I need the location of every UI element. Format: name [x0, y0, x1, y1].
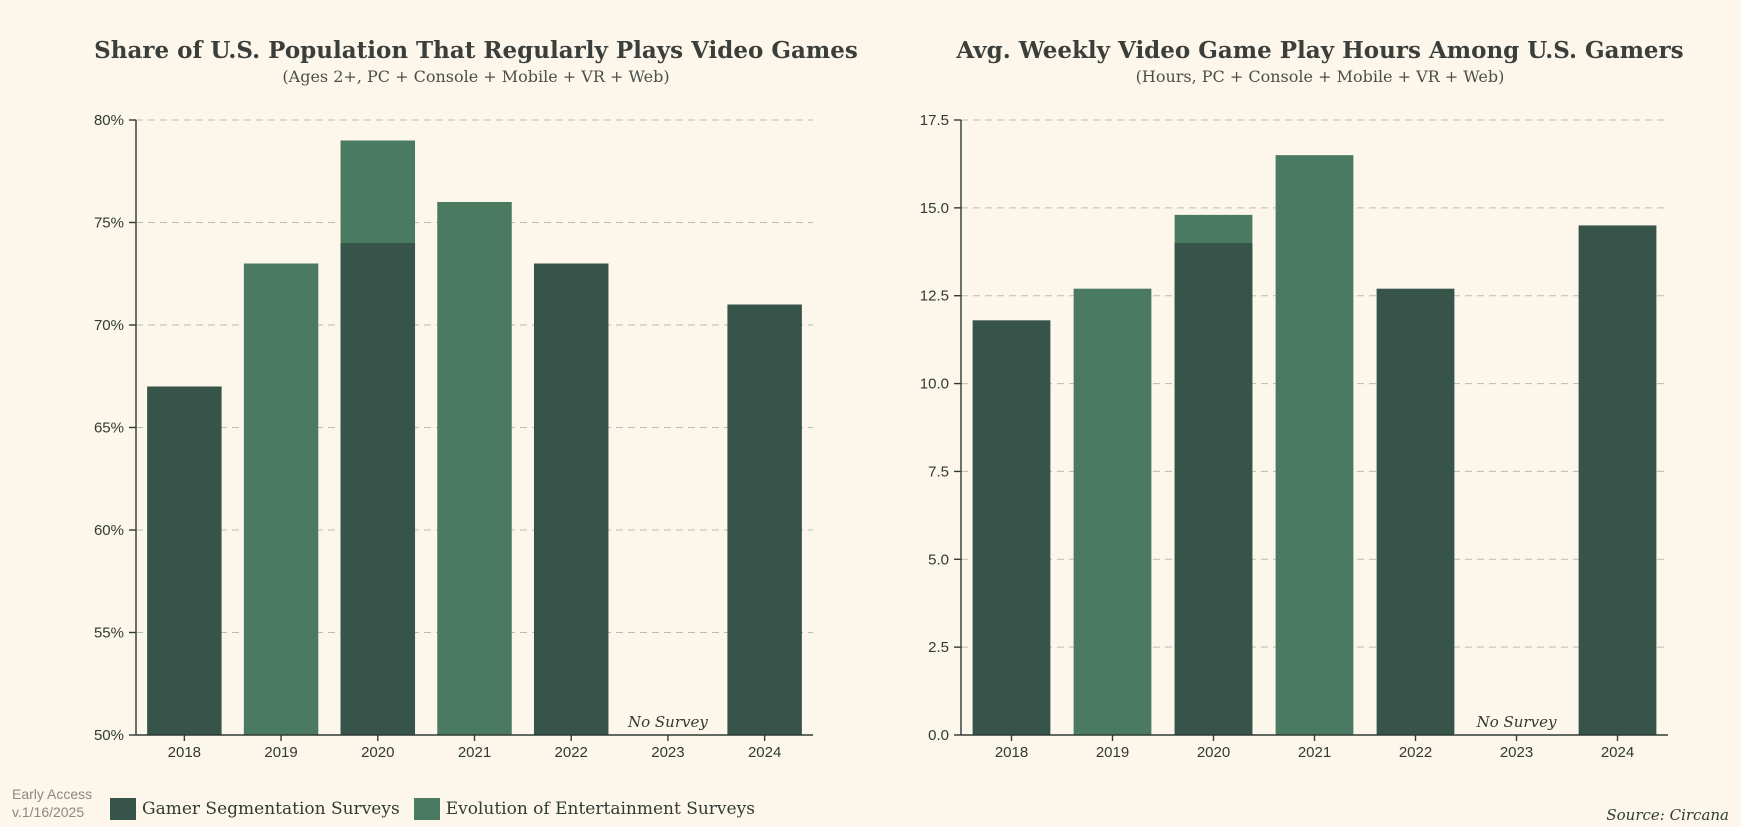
bar-2019-evolution-of-entertainment	[1074, 289, 1152, 735]
y-tick-label: 17.5	[920, 112, 949, 129]
bar-2024-gamer-segmentation	[727, 305, 801, 736]
y-tick-label: 2.5	[928, 639, 949, 656]
y-tick-label: 80%	[94, 112, 124, 129]
chart-title: Avg. Weekly Video Game Play Hours Among …	[955, 37, 1683, 64]
legend-label-gamer-segmentation: Gamer Segmentation Surveys	[142, 799, 400, 819]
bar-2018-gamer-segmentation	[973, 320, 1051, 735]
x-tick-label: 2022	[555, 744, 588, 761]
x-tick-label: 2023	[651, 744, 684, 761]
y-tick-label: 60%	[94, 522, 124, 539]
bar-2021-evolution-of-entertainment	[437, 202, 511, 735]
chart-1: Share of U.S. Population That Regularly …	[94, 37, 858, 761]
x-tick-label: 2019	[264, 744, 297, 761]
y-tick-label: 0.0	[928, 727, 949, 744]
x-tick-label: 2024	[1601, 744, 1634, 761]
chart-subtitle: (Ages 2+, PC + Console + Mobile + VR + W…	[282, 67, 669, 86]
bar-2020-gamer-segmentation	[341, 243, 415, 735]
x-tick-label: 2023	[1500, 744, 1533, 761]
charts-canvas: Share of U.S. Population That Regularly …	[0, 0, 1741, 827]
x-tick-label: 2018	[168, 744, 201, 761]
x-tick-label: 2021	[458, 744, 491, 761]
bar-2022-gamer-segmentation	[1377, 289, 1455, 735]
y-tick-label: 5.0	[928, 551, 949, 568]
y-tick-label: 10.0	[920, 376, 949, 393]
legend-item-evolution-of-entertainment: Evolution of Entertainment Surveys	[414, 798, 755, 820]
x-tick-label: 2021	[1298, 744, 1331, 761]
y-tick-label: 15.0	[920, 200, 949, 217]
early-access-note: Early Access v.1/16/2025	[12, 785, 92, 821]
bar-2024-gamer-segmentation	[1579, 225, 1657, 735]
source-note: Source: Circana	[1606, 806, 1729, 824]
y-tick-label: 65%	[94, 420, 124, 437]
y-tick-label: 70%	[94, 317, 124, 334]
legend-item-gamer-segmentation: Gamer Segmentation Surveys	[110, 798, 400, 820]
bar-2018-gamer-segmentation	[147, 387, 221, 736]
no-survey-annotation: No Survey	[627, 713, 708, 731]
legend: Gamer Segmentation Surveys Evolution of …	[110, 798, 769, 820]
bar-2019-evolution-of-entertainment	[244, 264, 318, 736]
bar-2021-evolution-of-entertainment	[1276, 155, 1354, 735]
y-tick-label: 75%	[94, 215, 124, 232]
legend-label-evolution-of-entertainment: Evolution of Entertainment Surveys	[446, 799, 755, 819]
legend-swatch-evolution-of-entertainment	[414, 798, 440, 820]
early-access-label: Early Access	[12, 785, 92, 803]
x-tick-label: 2020	[1197, 744, 1230, 761]
chart-subtitle: (Hours, PC + Console + Mobile + VR + Web…	[1136, 67, 1505, 86]
x-tick-label: 2019	[1096, 744, 1129, 761]
version-label: v.1/16/2025	[12, 803, 92, 821]
y-tick-label: 55%	[94, 625, 124, 642]
x-tick-label: 2018	[995, 744, 1028, 761]
chart-2: Avg. Weekly Video Game Play Hours Among …	[920, 37, 1684, 761]
chart-title: Share of U.S. Population That Regularly …	[94, 37, 858, 64]
x-tick-label: 2024	[748, 744, 781, 761]
y-tick-label: 50%	[94, 727, 124, 744]
bar-2020-gamer-segmentation	[1175, 243, 1253, 735]
no-survey-annotation: No Survey	[1476, 713, 1557, 731]
legend-swatch-gamer-segmentation	[110, 798, 136, 820]
x-tick-label: 2020	[361, 744, 394, 761]
bar-2022-gamer-segmentation	[534, 264, 608, 736]
x-tick-label: 2022	[1399, 744, 1432, 761]
y-tick-label: 7.5	[928, 463, 949, 480]
y-tick-label: 12.5	[920, 288, 949, 305]
